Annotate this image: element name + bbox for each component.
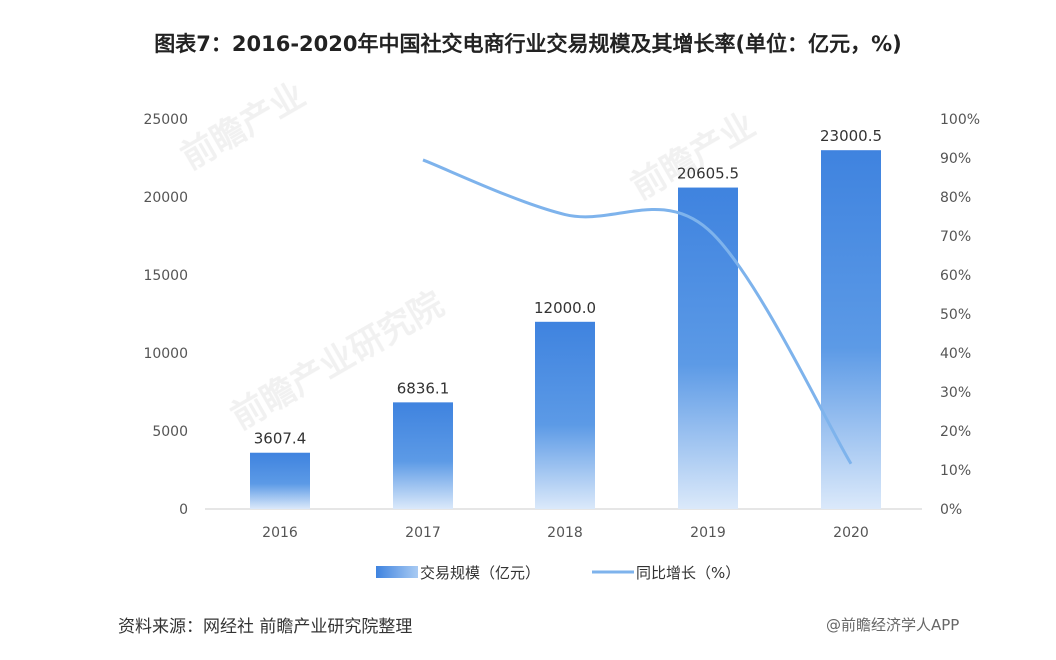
y-left-tick: 0 — [179, 502, 188, 518]
y-right-tick: 100% — [940, 112, 980, 128]
bar — [250, 452, 310, 509]
y-right-tick: 60% — [940, 268, 971, 284]
y-right-tick: 80% — [940, 190, 971, 206]
x-tick: 2020 — [833, 525, 869, 541]
legend: 交易规模（亿元） 同比增长（%） — [376, 564, 740, 582]
x-tick: 2019 — [690, 525, 726, 541]
y-right-tick: 20% — [940, 424, 971, 440]
watermark: 前瞻产业 前瞻产业研究院 前瞻产业 — [175, 75, 763, 438]
y-right-tick: 40% — [940, 346, 971, 362]
x-tick: 2018 — [547, 525, 583, 541]
y-left-tick: 5000 — [152, 424, 188, 440]
bar — [678, 187, 738, 509]
x-tick: 2017 — [405, 525, 441, 541]
watermark-text: 前瞻产业 — [175, 75, 313, 178]
chart-title: 图表7：2016-2020年中国社交电商行业交易规模及其增长率(单位：亿元，%) — [154, 32, 902, 56]
credit: @前瞻经济学人APP — [826, 616, 960, 634]
y-right-tick: 50% — [940, 307, 971, 323]
bar — [393, 402, 453, 509]
y-left-tick: 25000 — [143, 112, 188, 128]
y-right-tick: 30% — [940, 385, 971, 401]
bar-data-label: 6836.1 — [397, 379, 450, 397]
bar-data-label: 23000.5 — [820, 127, 882, 145]
source-note: 资料来源：网经社 前瞻产业研究院整理 — [118, 617, 413, 637]
y-left-tick: 10000 — [143, 346, 188, 362]
bar — [821, 150, 881, 509]
chart: 前瞻产业 前瞻产业研究院 前瞻产业 3607.4 6836.1 12000.0 206… — [143, 75, 980, 582]
bar-data-label: 12000.0 — [534, 299, 596, 317]
y-left-tick: 15000 — [143, 268, 188, 284]
y-right-tick: 90% — [940, 151, 971, 167]
legend-line-label: 同比增长（%） — [636, 564, 740, 582]
y-right-tick: 0% — [940, 502, 962, 518]
bar-data-label: 20605.5 — [677, 165, 739, 183]
x-tick: 2016 — [262, 525, 298, 541]
bar-data-label: 3607.4 — [254, 430, 307, 448]
y-right-tick: 10% — [940, 463, 971, 479]
legend-bar-label: 交易规模（亿元） — [420, 564, 540, 582]
bar — [535, 321, 595, 509]
legend-bar-swatch — [376, 566, 418, 578]
y-left-tick: 20000 — [143, 190, 188, 206]
growth-line — [422, 158, 853, 465]
y-right-tick: 70% — [940, 229, 971, 245]
